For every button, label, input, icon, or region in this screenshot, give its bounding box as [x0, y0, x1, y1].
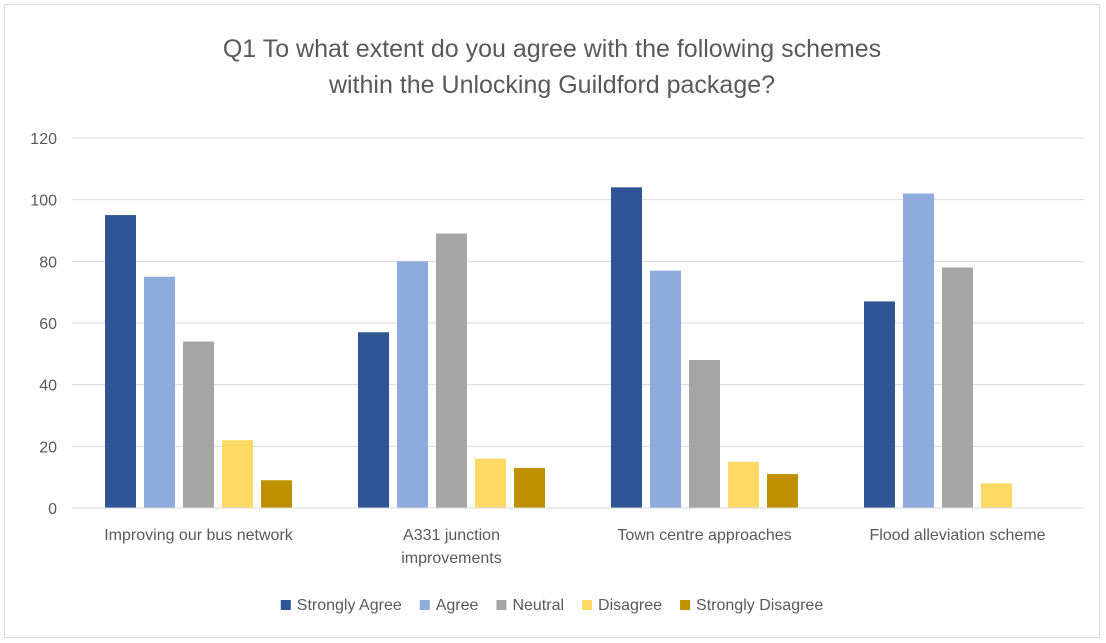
legend-swatch: [582, 600, 593, 610]
legend-label: Strongly Disagree: [696, 597, 823, 614]
y-tick-label-40: 40: [39, 378, 57, 395]
legend-swatch: [680, 600, 691, 610]
legend-item-agree: Agree: [419, 597, 479, 614]
bar-2-neutral: [436, 233, 467, 509]
legend-label: Strongly Agree: [297, 597, 402, 614]
legend-item-disagree: Disagree: [582, 597, 662, 614]
bar-1-strongly-disagree: [261, 480, 292, 508]
chart-title-line-1: Q1 To what extent do you agree with the …: [223, 35, 881, 63]
legend-swatch: [496, 600, 507, 610]
category-label-1-line-1: Improving our bus network: [104, 527, 294, 544]
bar-1-disagree: [222, 440, 253, 508]
legend: Strongly Agree Agree Neutral Disagree Strong…: [280, 597, 823, 614]
y-tick-label-80: 80: [39, 254, 57, 271]
bar-1-strongly-agree: [105, 215, 136, 509]
chart-frame: Q1 To what extent do you agree with the …: [4, 4, 1100, 638]
legend-label: Neutral: [512, 597, 564, 614]
bar-1-neutral: [183, 341, 214, 508]
bar-2-agree: [397, 261, 428, 508]
bar-3-strongly-agree: [611, 187, 642, 509]
bar-2-strongly-agree: [358, 332, 389, 508]
bar-2-disagree: [475, 458, 506, 508]
legend-label: Disagree: [598, 597, 662, 614]
bar-4-neutral: [942, 267, 973, 508]
bar-3-disagree: [728, 461, 759, 508]
legend-item-strongly-agree: Strongly Agree: [280, 597, 402, 614]
bar-chart: Q1 To what extent do you agree with the …: [30, 35, 1084, 614]
legend-label: Agree: [436, 597, 479, 614]
y-tick-label-0: 0: [48, 501, 57, 518]
category-label-4-line-1: Flood alleviation scheme: [869, 527, 1045, 544]
legend-item-strongly-disagree: Strongly Disagree: [680, 597, 823, 614]
legend-item-neutral: Neutral: [496, 597, 564, 614]
y-tick-label-100: 100: [30, 193, 57, 210]
y-tick-label-120: 120: [30, 131, 57, 148]
bar-3-neutral: [689, 360, 720, 508]
y-tick-label-60: 60: [39, 316, 57, 333]
category-label-2-line-1: A331 junction: [403, 527, 500, 544]
bar-2-strongly-disagree: [514, 467, 545, 508]
bar-3-agree: [650, 270, 681, 508]
y-tick-label-20: 20: [39, 439, 57, 456]
bars: [105, 187, 1012, 509]
category-labels: Improving our bus network A331 junction im…: [104, 527, 1045, 567]
legend-swatch: [280, 600, 291, 610]
chart-title-line-2: within the Unlocking Guildford package?: [328, 71, 775, 99]
bar-4-agree: [903, 193, 934, 508]
chart-title: Q1 To what extent do you agree with the …: [223, 35, 881, 99]
category-label-2-line-2: improvements: [401, 550, 501, 567]
bar-4-disagree: [981, 483, 1012, 508]
legend-swatch: [419, 600, 430, 610]
category-label-3-line-1: Town centre approaches: [617, 527, 791, 544]
bar-3-strongly-disagree: [767, 474, 798, 508]
y-axis-ticks: 0 20 40 60 80 100 120: [30, 131, 57, 518]
bar-4-strongly-agree: [864, 301, 895, 508]
bar-1-agree: [144, 276, 175, 508]
